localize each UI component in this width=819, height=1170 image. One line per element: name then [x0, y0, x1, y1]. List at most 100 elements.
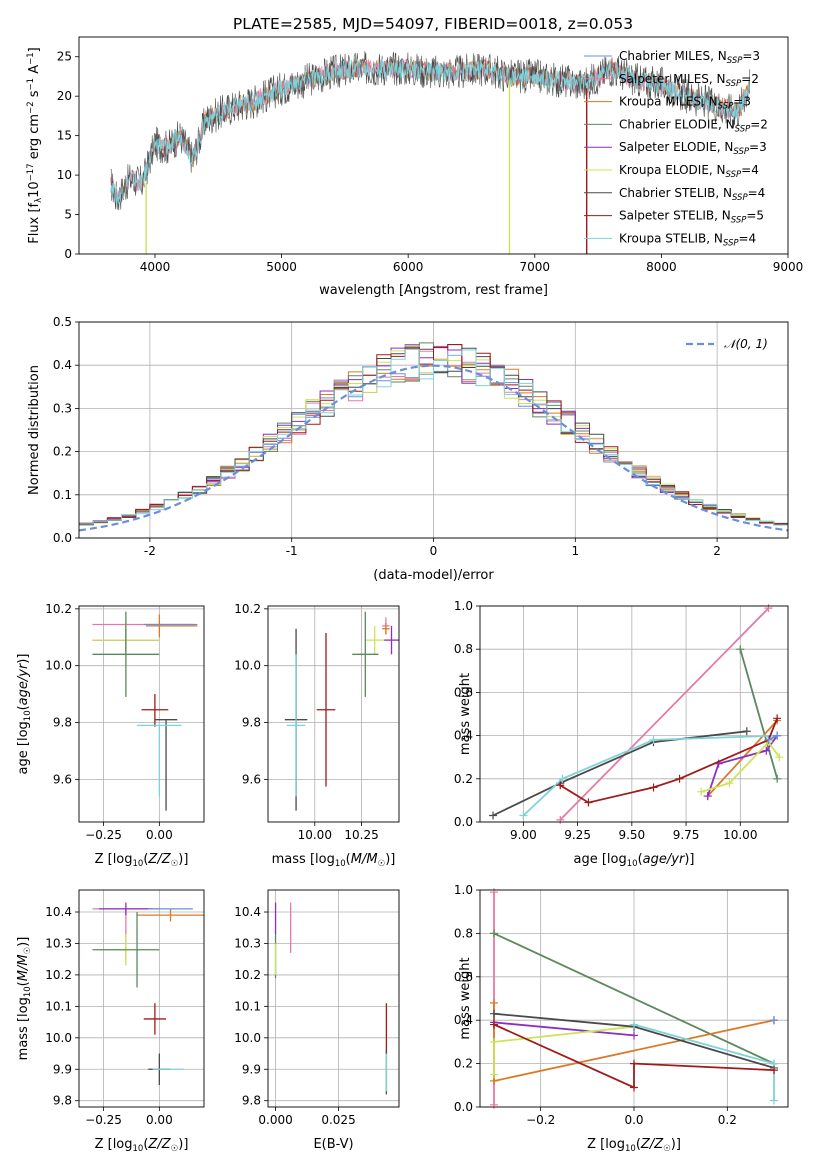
label-part: Chabrier MILES, N	[619, 49, 727, 63]
error-bars	[92, 611, 198, 811]
massweight-vs-Z-panel: −0.2 0.0 0.2 0.0 0.2 0.4 0.6 0.8 1.0 Z [log10(Z/Z…	[454, 883, 789, 1154]
label-part: SSP	[726, 170, 742, 180]
label-part: Chabrier ELODIE, N	[619, 117, 735, 131]
label-part: 10	[335, 859, 346, 869]
label-part: −1	[26, 78, 36, 91]
label-part: E(B-V)	[313, 1137, 353, 1152]
y-tick-label: 9.8	[242, 1094, 261, 1108]
legend-entry: Chabrier STELIB, NSSP=4	[619, 186, 765, 203]
y-axis-label: mass weight	[458, 673, 473, 755]
label-part: )]	[385, 852, 395, 867]
y-tick-label: 0.6	[454, 685, 473, 699]
weight-marker	[556, 781, 565, 790]
y-tick-label: 10.4	[45, 905, 72, 919]
figure-title: PLATE=2585, MJD=54097, FIBERID=0018, z=0…	[233, 15, 633, 33]
weight-marker	[649, 735, 658, 744]
weight-series	[739, 648, 779, 780]
label-part: Salpeter MILES, N	[619, 72, 726, 86]
weight-marker	[764, 604, 773, 613]
label-part: 10	[133, 859, 144, 869]
x-tick-label: 9.00	[510, 828, 537, 842]
label-part: −1	[26, 52, 36, 65]
legend-entry: Salpeter ELODIE, NSSP=3	[619, 140, 767, 157]
weight-series	[522, 734, 778, 817]
label-part: SSP	[726, 79, 742, 89]
axes-frame	[78, 605, 205, 823]
label-part: )]	[178, 1137, 188, 1152]
weight-marker	[490, 998, 498, 1007]
label-part: age [log	[574, 852, 627, 867]
weight-marker	[490, 929, 498, 938]
x-tick-label: 0	[430, 544, 438, 558]
label-part: Chabrier STELIB, N	[619, 186, 732, 200]
weight-marker	[490, 1070, 498, 1079]
weight-series	[707, 719, 778, 797]
x-tick-label: −0.25	[85, 828, 122, 842]
label-part: (	[636, 1137, 641, 1152]
x-tick-label: −0.2	[526, 1113, 555, 1127]
weight-marker	[519, 811, 528, 820]
label-part: (	[143, 852, 148, 867]
y-tick-label: 10	[57, 168, 72, 182]
label-part: (	[143, 1137, 148, 1152]
x-tick-label: -2	[144, 544, 156, 558]
label-part: )]	[178, 852, 188, 867]
axes-frame	[78, 36, 789, 255]
label-part: 10	[133, 1144, 144, 1154]
weight-marker	[675, 774, 684, 783]
weight-marker	[773, 774, 782, 783]
label-part: =3	[733, 95, 751, 109]
weight-marker	[630, 1059, 638, 1068]
legend-entry: Kroupa STELIB, NSSP=4	[619, 231, 756, 248]
label-part: ☉	[663, 1144, 671, 1154]
x-tick-label: 0.2	[718, 1113, 737, 1127]
x-tick-label: 0.00	[146, 828, 173, 842]
label-part: )]	[684, 852, 694, 867]
label-part: λ	[34, 198, 44, 203]
weight-marker	[630, 1083, 638, 1092]
weight-marker	[742, 727, 751, 736]
label-part: =4	[741, 163, 759, 177]
weight-marker	[558, 774, 567, 783]
weight-marker	[490, 1037, 498, 1046]
spectrum-panel: 4000 5000 6000 7000 8000 9000 0 5 10 15 20 25 wavele…	[26, 36, 803, 298]
mass-vs-Z-panel: −0.25 0.00 9.8 9.9 10.0 10.1 10.2 10.3 10.4 Z [lo…	[16, 889, 205, 1154]
x-axis-label: Z [log10(Z/Z☉)]	[587, 1137, 681, 1154]
y-tick-label: 10.2	[234, 602, 261, 616]
x-axis-label: E(B-V)	[313, 1137, 353, 1152]
label-part: 10	[23, 986, 33, 997]
y-tick-label: 0.2	[454, 772, 473, 786]
x-tick-label: 10.25	[344, 828, 378, 842]
y-tick-label: 9.6	[242, 772, 261, 786]
label-part: SSP	[723, 238, 739, 248]
y-axis-label: mass weight	[458, 957, 473, 1039]
label-part: ]	[27, 47, 42, 52]
weight-marker	[764, 735, 773, 744]
mass-vs-EBV-panel: 0.000 0.025 9.8 9.9 10.0 10.1 10.2 10.3 10.4 E(B-…	[234, 889, 400, 1152]
weight-series	[493, 1023, 775, 1089]
weight-series	[493, 1021, 635, 1037]
label-part: (	[638, 852, 643, 867]
x-tick-label: 6000	[393, 260, 424, 274]
label-part: Salpeter STELIB, N	[619, 209, 731, 223]
label-part: )]	[16, 654, 31, 664]
label-part: −17	[26, 163, 36, 181]
legend-entry: 𝒩(0, 1)	[724, 337, 768, 351]
weight-series	[559, 607, 770, 821]
weight-marker	[697, 787, 706, 796]
x-tick-label: 10.00	[298, 828, 332, 842]
label-part: M/M	[351, 852, 378, 867]
axes-frame	[267, 889, 400, 1108]
label-part: ☉	[23, 947, 33, 955]
weight-marker	[490, 1020, 498, 1029]
label-part: =5	[746, 209, 764, 223]
error-bars	[274, 902, 388, 1095]
label-part: 10	[627, 859, 638, 869]
x-tick-label: 0.00	[146, 1113, 173, 1127]
y-tick-label: 9.9	[242, 1062, 261, 1076]
y-tick-label: 0.4	[454, 1013, 473, 1027]
weight-marker	[762, 746, 771, 755]
y-tick-label: 10.0	[45, 659, 72, 673]
error-bars	[284, 611, 399, 811]
y-tick-label: 10.0	[234, 659, 261, 673]
